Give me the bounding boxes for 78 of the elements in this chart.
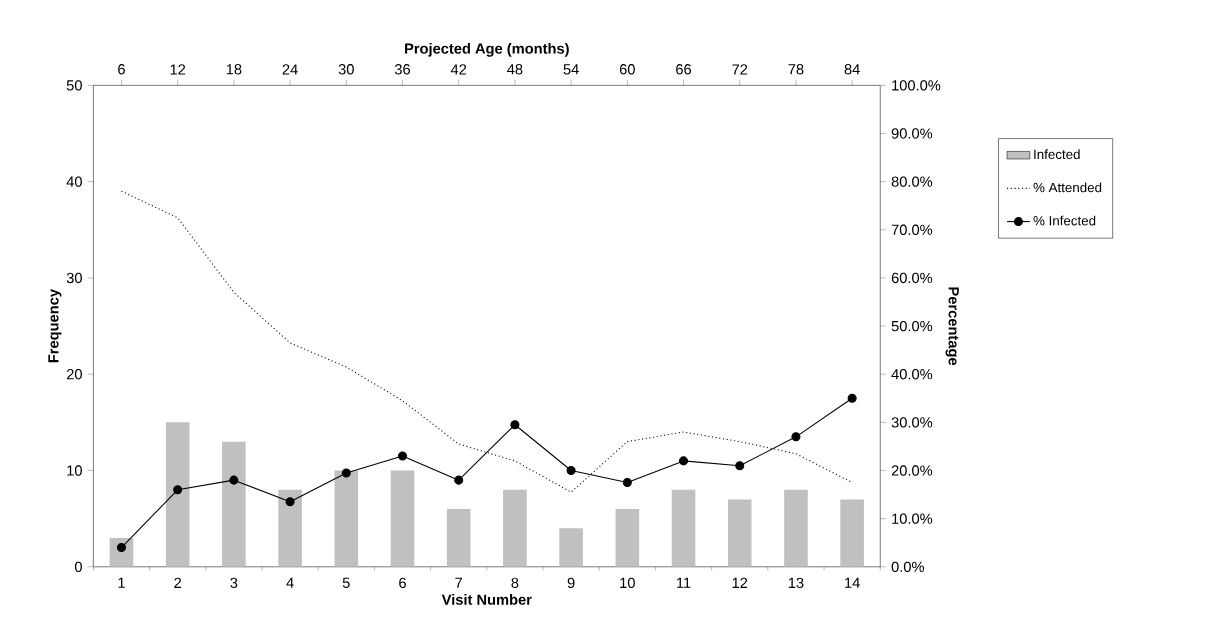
x2-tick-label: 18 xyxy=(226,64,242,75)
y2-tick-label: 10.0% xyxy=(892,513,933,524)
bar xyxy=(222,441,246,567)
x-tick-label: 8 xyxy=(511,577,519,589)
y2-tick-label: 30.0% xyxy=(891,417,933,428)
point xyxy=(285,497,295,507)
y-tick-label: 0 xyxy=(74,561,82,573)
bar xyxy=(390,470,415,567)
point xyxy=(341,468,351,478)
point xyxy=(510,420,520,430)
y2-tick-label: 70.0% xyxy=(891,224,933,236)
x2-tick-label: 66 xyxy=(676,64,692,75)
point xyxy=(397,451,408,461)
legend-label: % Attended xyxy=(1033,182,1102,193)
x-tick-label: 9 xyxy=(567,577,575,589)
x2-tick-label: 78 xyxy=(788,64,804,75)
x2-tick-label: 48 xyxy=(507,64,523,75)
point xyxy=(791,432,801,442)
y2-tick-label: 0.0% xyxy=(891,561,924,573)
y2-tick-label: 90.0% xyxy=(891,128,933,139)
y-tick-label: 10 xyxy=(67,465,82,476)
x2-tick-label: 36 xyxy=(394,64,410,75)
x-tick-label: 6 xyxy=(399,577,406,589)
bar xyxy=(615,509,640,567)
x2-tick-label: 30 xyxy=(338,64,354,75)
y2-tick-label: 40.0% xyxy=(891,369,933,380)
y2-tick-label: 100.0% xyxy=(892,80,941,91)
x2-tick-label: 72 xyxy=(732,64,748,75)
point xyxy=(454,475,464,485)
x2-tick-label: 12 xyxy=(170,64,186,75)
bar xyxy=(727,499,752,567)
bar xyxy=(165,422,190,567)
y-tick-label: 50 xyxy=(66,80,82,91)
x-tick-label: 2 xyxy=(174,577,182,588)
x-tick-label: 13 xyxy=(788,577,804,589)
x2-tick-label: 24 xyxy=(282,64,298,75)
x2-axis-title: Projected Age (months) xyxy=(405,43,569,57)
point xyxy=(622,478,632,488)
x-tick-label: 14 xyxy=(845,577,860,588)
bar xyxy=(334,470,359,567)
point xyxy=(678,456,689,466)
x2-tick-label: 54 xyxy=(563,64,579,75)
point xyxy=(847,393,857,403)
x-tick-label: 11 xyxy=(677,577,691,588)
x-axis-title: Visit Number xyxy=(441,594,532,605)
x2-tick-label: 42 xyxy=(450,64,467,75)
x-tick-label: 3 xyxy=(230,577,238,589)
x2-tick-label: 6 xyxy=(118,64,125,75)
y2-tick-label: 60.0% xyxy=(891,272,933,284)
y2-tick-label: 80.0% xyxy=(891,176,933,187)
x-tick-label: 7 xyxy=(455,577,463,588)
point xyxy=(173,485,183,495)
legend-label: % Infected xyxy=(1033,215,1096,226)
y-tick-label: 40 xyxy=(66,176,82,187)
x-tick-label: 1 xyxy=(118,577,125,588)
bar xyxy=(840,499,864,567)
y-axis-title: Frequency xyxy=(48,289,62,363)
bar xyxy=(278,489,302,567)
x2-tick-label: 84 xyxy=(844,64,860,75)
y-tick-label: 30 xyxy=(66,272,82,284)
y-tick-label: 20 xyxy=(66,369,82,380)
y2-tick-label: 50.0% xyxy=(891,320,933,332)
bar xyxy=(671,489,696,567)
bar xyxy=(559,528,583,567)
bar xyxy=(784,489,808,567)
x-tick-label: 5 xyxy=(342,577,350,588)
y2-tick-label: 20.0% xyxy=(891,465,933,476)
bar xyxy=(503,489,527,567)
x-tick-label: 12 xyxy=(732,577,748,588)
x2-tick-label: 60 xyxy=(619,64,635,75)
bar xyxy=(446,509,471,567)
point xyxy=(229,475,239,485)
legend-label: Infected xyxy=(1034,149,1080,160)
x-tick-label: 10 xyxy=(620,577,635,589)
y2-axis-title: Percentage xyxy=(945,287,959,366)
point xyxy=(566,466,576,476)
x-tick-label: 4 xyxy=(286,577,294,588)
point xyxy=(735,461,745,471)
